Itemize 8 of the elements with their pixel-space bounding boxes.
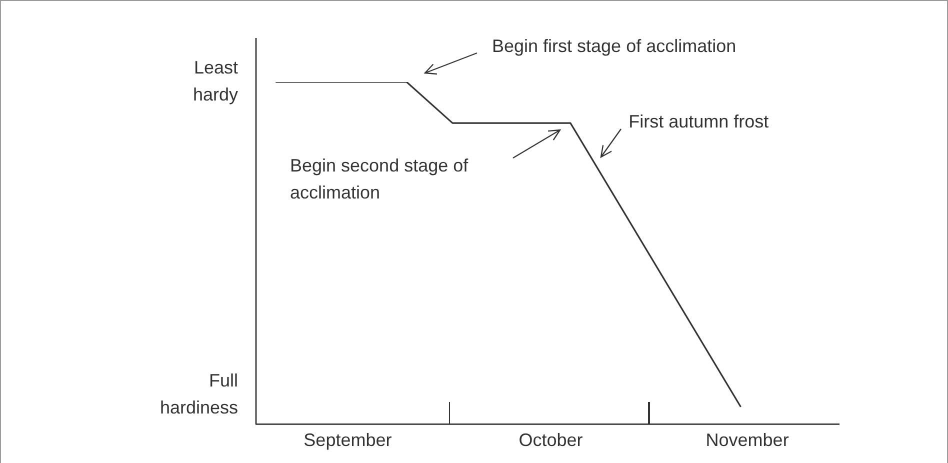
x-tick-label: November xyxy=(706,430,789,450)
text: Least hardy xyxy=(192,57,238,104)
x-tick-label: October xyxy=(518,430,583,450)
text: Full hardiness xyxy=(160,370,238,418)
x-tick-label: September xyxy=(304,430,392,450)
text: Begin first stage of acclimation xyxy=(492,36,736,56)
annotation: First autumn frost xyxy=(628,112,769,132)
annotation: Begin second stage of acclimation xyxy=(290,155,470,202)
